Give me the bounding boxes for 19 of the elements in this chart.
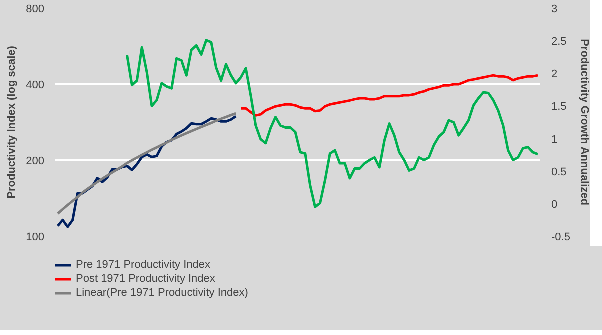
y2-tick-label: -0.5 xyxy=(552,232,570,244)
y2-tick-label: 1.5 xyxy=(552,101,567,114)
y-tick-label: 800 xyxy=(26,4,45,16)
line-series xyxy=(126,39,540,208)
y-tick-label: 200 xyxy=(26,156,45,168)
y2-tick-label: 2 xyxy=(552,68,558,81)
y-tick-label: 400 xyxy=(26,80,45,92)
y2-tick-label: 1 xyxy=(552,134,558,146)
y2-tick-label: 2.5 xyxy=(552,36,567,48)
line-series xyxy=(240,74,540,117)
y2-tick-label: 3 xyxy=(552,4,558,16)
y-axis-title: Productivity Index (log scale) xyxy=(6,46,18,199)
y2-axis-title: Productivity Growth Annualized xyxy=(578,39,590,206)
y2-tick-label: 0.5 xyxy=(552,166,567,178)
y2-tick-label: 0 xyxy=(552,198,558,211)
legend-label: Pre 1971 Productivity Index xyxy=(76,258,211,272)
legend-label: Post 1971 Productivity Index xyxy=(76,272,216,286)
legend-label: Linear(Pre 1971 Productivity Index) xyxy=(76,286,248,300)
y-tick-label: 100 xyxy=(26,232,45,244)
